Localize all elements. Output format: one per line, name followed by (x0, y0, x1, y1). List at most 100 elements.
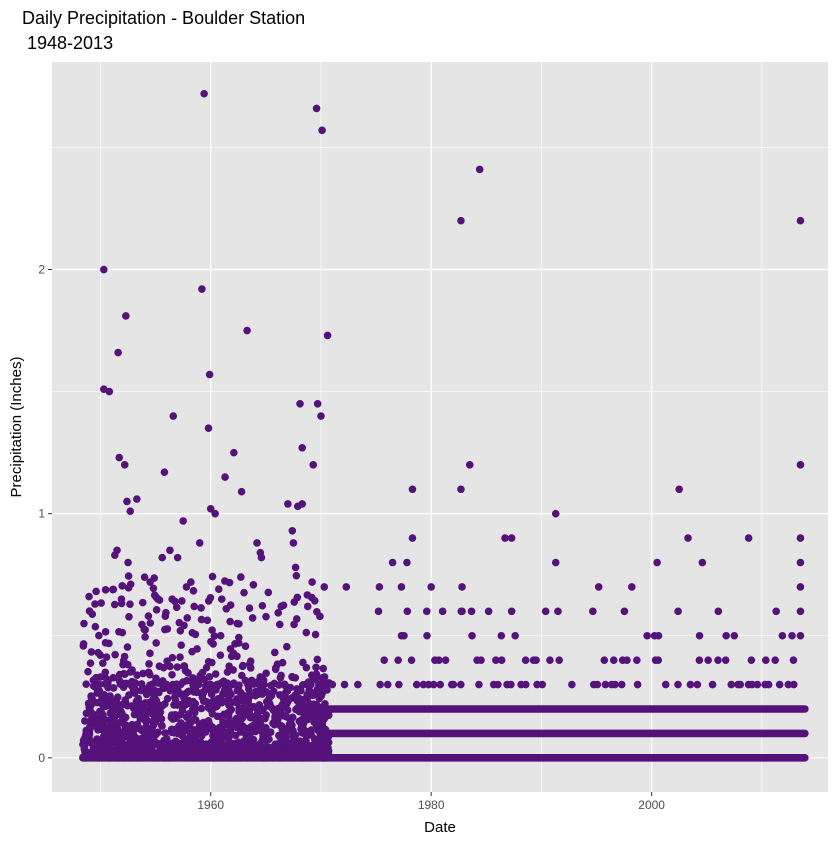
cloud-point (318, 674, 326, 682)
cloud-point (153, 712, 162, 721)
cloud-point (101, 586, 110, 594)
cloud-point (216, 631, 225, 640)
cloud-point (279, 738, 288, 746)
data-point (140, 573, 149, 581)
cloud-point (148, 723, 157, 732)
cloud-point (265, 694, 273, 703)
cloud-point (283, 687, 292, 695)
data-point (114, 348, 122, 357)
cloud-point (149, 584, 158, 593)
cloud-point (203, 616, 212, 625)
data-point (113, 546, 121, 555)
cloud-point (292, 615, 301, 623)
cloud-point (141, 633, 149, 641)
data-point (91, 600, 99, 608)
cloud-point (233, 698, 241, 707)
cloud-point (208, 724, 216, 733)
cloud-point (223, 720, 231, 729)
level-point (727, 680, 736, 689)
cloud-point (125, 691, 133, 699)
cloud-point (185, 699, 193, 708)
cloud-point (129, 704, 138, 713)
cloud-point (225, 578, 234, 587)
cloud-point (172, 746, 181, 755)
cloud-point (320, 744, 328, 753)
cloud-point (104, 728, 113, 737)
level-point (722, 631, 730, 640)
cloud-point (264, 702, 272, 710)
data-point (375, 583, 384, 591)
cloud-point (92, 673, 100, 682)
cloud-point (126, 668, 135, 676)
cloud-point (271, 740, 280, 749)
cloud-point (297, 721, 306, 729)
cloud-point (315, 690, 323, 698)
data-point (160, 468, 169, 476)
level-point (412, 680, 421, 689)
data-point (475, 165, 484, 174)
cloud-point (133, 671, 141, 680)
cloud-point (154, 728, 162, 737)
cloud-point (270, 679, 279, 688)
cloud-point (312, 670, 321, 678)
level-point (661, 680, 670, 689)
x-axis: 1960 1980 2000 (197, 792, 665, 812)
cloud-point (202, 698, 211, 706)
level-point (468, 631, 476, 640)
cloud-point (225, 734, 233, 742)
cloud-point (313, 655, 322, 664)
cloud-point (138, 620, 146, 629)
chart-subtitle: 1948-2013 (27, 33, 113, 53)
dense-point-bands (79, 571, 809, 762)
cloud-point (218, 733, 227, 742)
cloud-point (99, 720, 107, 729)
cloud-point (262, 669, 270, 678)
cloud-point (166, 662, 174, 671)
data-point (100, 265, 108, 274)
cloud-point (111, 650, 119, 659)
data-point (458, 583, 466, 591)
cloud-point (144, 668, 153, 677)
cloud-point (123, 753, 131, 762)
level-point (611, 680, 619, 689)
cloud-point (255, 753, 264, 762)
data-point (772, 607, 780, 616)
level-point (494, 680, 502, 689)
cloud-point (288, 713, 297, 722)
cloud-point (146, 619, 155, 627)
cloud-point (136, 724, 144, 733)
cloud-point (200, 675, 209, 684)
level-point (484, 607, 493, 616)
cloud-point (288, 673, 297, 682)
cloud-point (176, 626, 185, 635)
data-point (684, 534, 692, 542)
data-point (296, 400, 304, 408)
cloud-point (262, 612, 270, 621)
data-point (507, 534, 516, 542)
data-point (796, 631, 805, 640)
level-point (788, 631, 796, 640)
cloud-point (231, 639, 239, 648)
cloud-point (229, 666, 237, 674)
cloud-point (205, 680, 214, 689)
data-point (796, 534, 805, 542)
cloud-point (172, 603, 181, 612)
cloud-point (183, 676, 191, 685)
data-point (195, 539, 204, 547)
cloud-point (183, 614, 192, 622)
cloud-point (304, 678, 313, 686)
data-point (465, 461, 474, 469)
cloud-point (155, 662, 164, 671)
cloud-point (229, 739, 238, 748)
cloud-point (103, 680, 112, 688)
data-point (133, 495, 141, 503)
cloud-point (325, 752, 334, 761)
data-point (594, 583, 603, 591)
data-point (198, 285, 206, 293)
data-point (796, 583, 805, 591)
level-point (477, 656, 485, 664)
cloud-point (190, 677, 198, 685)
cloud-point (168, 653, 177, 662)
cloud-point (313, 725, 321, 734)
cloud-point (177, 641, 186, 649)
